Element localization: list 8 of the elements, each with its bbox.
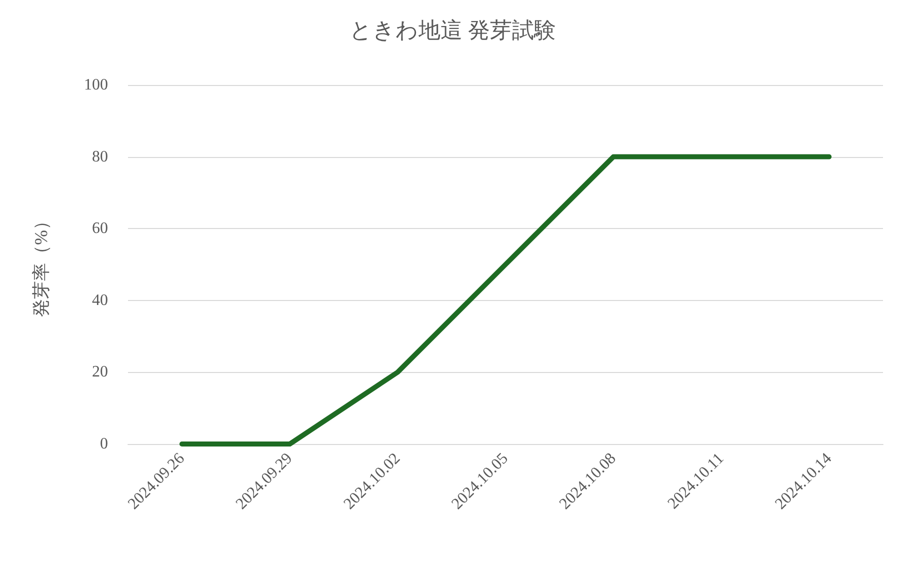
chart-title: ときわ地這 発芽試験 bbox=[349, 18, 556, 42]
y-tick-label: 20 bbox=[92, 364, 108, 381]
y-tick-label: 40 bbox=[92, 292, 108, 309]
y-tick-label: 0 bbox=[100, 436, 108, 452]
y-tick-label: 80 bbox=[92, 148, 108, 166]
y-tick-label: 60 bbox=[92, 220, 108, 238]
y-tick-label: 100 bbox=[84, 76, 108, 94]
y-axis-title: 発芽率（%） bbox=[31, 212, 51, 317]
